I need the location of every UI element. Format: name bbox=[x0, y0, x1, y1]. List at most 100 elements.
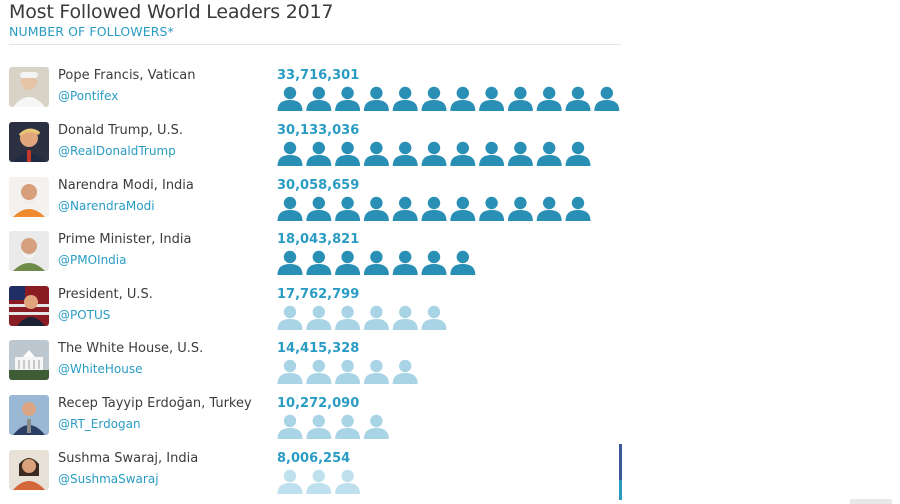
follower-icon-strip bbox=[277, 414, 389, 439]
person-icon bbox=[363, 141, 389, 166]
follower-icons bbox=[276, 359, 626, 385]
person-icon bbox=[479, 86, 505, 111]
person-icon bbox=[306, 196, 332, 221]
scrollbar[interactable] bbox=[619, 444, 622, 500]
leader-row: Prime Minister, India @PMOIndia 18,043,8… bbox=[0, 231, 630, 285]
follower-icons bbox=[276, 305, 626, 331]
person-icon bbox=[335, 86, 361, 111]
person-icon bbox=[363, 305, 389, 330]
follower-count: 18,043,821 bbox=[277, 232, 360, 247]
chart-subtitle: NUMBER OF FOLLOWERS* bbox=[9, 24, 174, 39]
person-icon bbox=[392, 141, 418, 166]
person-icon bbox=[335, 414, 361, 439]
leader-row: Pope Francis, Vatican @Pontifex 33,716,3… bbox=[0, 67, 630, 121]
swaraj-avatar[interactable] bbox=[9, 450, 49, 490]
person-icon bbox=[306, 86, 332, 111]
follower-count: 30,133,036 bbox=[277, 123, 360, 138]
person-icon bbox=[392, 196, 418, 221]
modi-avatar[interactable] bbox=[9, 177, 49, 217]
person-icon bbox=[277, 86, 303, 111]
pmo-avatar[interactable] bbox=[9, 231, 49, 271]
leader-name: Pope Francis, Vatican bbox=[58, 68, 196, 83]
follower-icons bbox=[276, 141, 626, 167]
person-icon bbox=[363, 414, 389, 439]
erdogan-avatar[interactable] bbox=[9, 395, 49, 435]
follower-icons bbox=[276, 196, 626, 222]
leader-handle-link[interactable]: @SushmaSwaraj bbox=[58, 472, 159, 486]
trump-avatar[interactable] bbox=[9, 122, 49, 162]
leader-row: Donald Trump, U.S. @RealDonaldTrump 30,1… bbox=[0, 122, 630, 176]
leader-row: Sushma Swaraj, India @SushmaSwaraj 8,006… bbox=[0, 450, 630, 504]
person-icon bbox=[277, 196, 303, 221]
follower-count: 33,716,301 bbox=[277, 68, 360, 83]
person-icon bbox=[479, 141, 505, 166]
person-icon bbox=[421, 141, 447, 166]
scrollbar-thumb[interactable] bbox=[619, 480, 622, 500]
leader-row: President, U.S. @POTUS 17,762,799 bbox=[0, 286, 630, 340]
leader-row: The White House, U.S. @WhiteHouse 14,415… bbox=[0, 340, 630, 394]
leader-name: Prime Minister, India bbox=[58, 232, 192, 247]
person-icon bbox=[363, 359, 389, 384]
person-icon bbox=[335, 305, 361, 330]
leader-handle-link[interactable]: @POTUS bbox=[58, 308, 111, 322]
person-icon bbox=[536, 141, 562, 166]
follower-icons bbox=[276, 250, 626, 276]
person-icon bbox=[277, 469, 303, 494]
person-icon bbox=[392, 86, 418, 111]
whitehouse-avatar[interactable] bbox=[9, 340, 49, 380]
follower-count: 14,415,328 bbox=[277, 341, 360, 356]
leader-handle-link[interactable]: @NarendraModi bbox=[58, 199, 155, 213]
person-icon bbox=[306, 141, 332, 166]
person-icon bbox=[536, 86, 562, 111]
person-icon bbox=[392, 359, 418, 384]
leader-name: President, U.S. bbox=[58, 287, 153, 302]
leader-handle-link[interactable]: @RealDonaldTrump bbox=[58, 144, 176, 158]
leader-name: Narendra Modi, India bbox=[58, 178, 194, 193]
leader-name: The White House, U.S. bbox=[58, 341, 204, 356]
follower-count: 8,006,254 bbox=[277, 451, 351, 466]
person-icon bbox=[277, 141, 303, 166]
header-divider bbox=[9, 44, 621, 45]
person-icon bbox=[450, 196, 476, 221]
person-icon bbox=[277, 414, 303, 439]
person-icon bbox=[392, 305, 418, 330]
pope-avatar[interactable] bbox=[9, 67, 49, 107]
follower-icon-strip bbox=[277, 250, 476, 275]
person-icon bbox=[450, 86, 476, 111]
follower-icon-strip bbox=[277, 305, 447, 330]
person-icon bbox=[565, 141, 591, 166]
follower-icon-strip bbox=[277, 86, 620, 111]
person-icon bbox=[335, 469, 361, 494]
follower-icon-strip bbox=[277, 196, 591, 221]
person-icon bbox=[363, 86, 389, 111]
person-icon bbox=[421, 250, 447, 275]
person-icon bbox=[335, 141, 361, 166]
person-icon bbox=[421, 196, 447, 221]
follower-icon-strip bbox=[277, 359, 418, 384]
person-icon bbox=[479, 196, 505, 221]
follower-icon-strip bbox=[277, 469, 361, 494]
corner-tab bbox=[850, 499, 892, 504]
person-icon bbox=[277, 305, 303, 330]
person-icon bbox=[594, 86, 620, 111]
leader-name: Sushma Swaraj, India bbox=[58, 451, 199, 466]
leader-handle-link[interactable]: @WhiteHouse bbox=[58, 362, 143, 376]
leader-handle-link[interactable]: @RT_Erdogan bbox=[58, 417, 141, 431]
person-icon bbox=[565, 196, 591, 221]
person-icon bbox=[335, 196, 361, 221]
follower-count: 30,058,659 bbox=[277, 178, 360, 193]
leader-row: Narendra Modi, India @NarendraModi 30,05… bbox=[0, 177, 630, 231]
potus-avatar[interactable] bbox=[9, 286, 49, 326]
person-icon bbox=[507, 141, 533, 166]
person-icon bbox=[363, 196, 389, 221]
person-icon bbox=[277, 250, 303, 275]
follower-icon-strip bbox=[277, 141, 591, 166]
leader-handle-link[interactable]: @PMOIndia bbox=[58, 253, 127, 267]
person-icon bbox=[306, 305, 332, 330]
leader-handle-link[interactable]: @Pontifex bbox=[58, 89, 119, 103]
person-icon bbox=[421, 305, 447, 330]
chart-title: Most Followed World Leaders 2017 bbox=[9, 1, 334, 23]
person-icon bbox=[450, 141, 476, 166]
leader-row: Recep Tayyip Erdoğan, Turkey @RT_Erdogan… bbox=[0, 395, 630, 449]
person-icon bbox=[306, 250, 332, 275]
